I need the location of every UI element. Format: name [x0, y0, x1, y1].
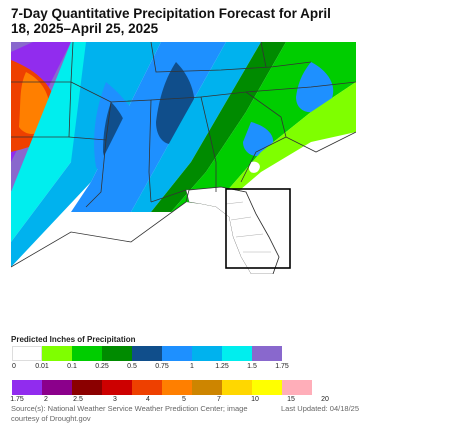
florida-focus-box: [225, 188, 291, 269]
legend-swatch: [192, 380, 222, 395]
legend-swatch: [282, 380, 312, 395]
legend-tick: 3: [113, 396, 117, 403]
legend-row-1-swatches: [12, 346, 282, 361]
source-credit: Source(s): National Weather Service Weat…: [11, 404, 248, 423]
legend-swatch: [102, 346, 132, 361]
legend-swatch: [252, 380, 282, 395]
legend-swatch: [222, 346, 252, 361]
legend-tick: 4: [146, 396, 150, 403]
legend-swatch: [42, 380, 72, 395]
legend-swatch: [102, 380, 132, 395]
legend-row-2-ticks: 1.75 2 2.5 3 4 5 7 10 15 20: [10, 396, 372, 406]
legend-swatch: [12, 346, 42, 361]
legend-swatch: [192, 346, 222, 361]
legend-swatch: [132, 380, 162, 395]
legend-tick: 0: [12, 363, 16, 370]
map-title: 7-Day Quantitative Precipitation Forecas…: [11, 6, 331, 36]
legend-swatch: [162, 380, 192, 395]
legend-title: Predicted Inches of Precipitation: [11, 335, 136, 344]
legend-tick: 1.5: [247, 363, 257, 370]
legend-tick: 15: [287, 396, 295, 403]
legend-tick: 0.5: [127, 363, 137, 370]
legend-swatch: [222, 380, 252, 395]
legend-tick: 1.25: [215, 363, 229, 370]
coastline: [11, 131, 356, 274]
precipitation-map: [11, 42, 356, 274]
legend-swatch: [42, 346, 72, 361]
state-borders: [11, 42, 356, 208]
legend-tick: 1.75: [275, 363, 289, 370]
legend-tick: 1.75: [10, 396, 24, 403]
band-light-green: [201, 82, 356, 212]
legend-tick: 0.01: [35, 363, 49, 370]
legend-tick: 1: [190, 363, 194, 370]
legend-tick: 2.5: [73, 396, 83, 403]
legend-tick: 0.75: [155, 363, 169, 370]
legend-swatch: [162, 346, 192, 361]
legend-swatch: [132, 346, 162, 361]
legend-tick: 10: [251, 396, 259, 403]
last-updated: Last Updated: 04/18/25: [281, 404, 359, 413]
legend-tick: 2: [44, 396, 48, 403]
legend-swatch: [72, 346, 102, 361]
legend-tick: 7: [217, 396, 221, 403]
legend-tick: 0.25: [95, 363, 109, 370]
legend-row-2-swatches: [12, 380, 312, 395]
legend-swatch: [12, 380, 42, 395]
legend-tick: 0.1: [67, 363, 77, 370]
legend-tick: 5: [182, 396, 186, 403]
legend-swatch: [72, 380, 102, 395]
legend-tick: 20: [321, 396, 329, 403]
legend-swatch: [252, 346, 282, 361]
legend-row-1-ticks: 0 0.01 0.1 0.25 0.5 0.75 1 1.25 1.5 1.75: [12, 363, 372, 373]
